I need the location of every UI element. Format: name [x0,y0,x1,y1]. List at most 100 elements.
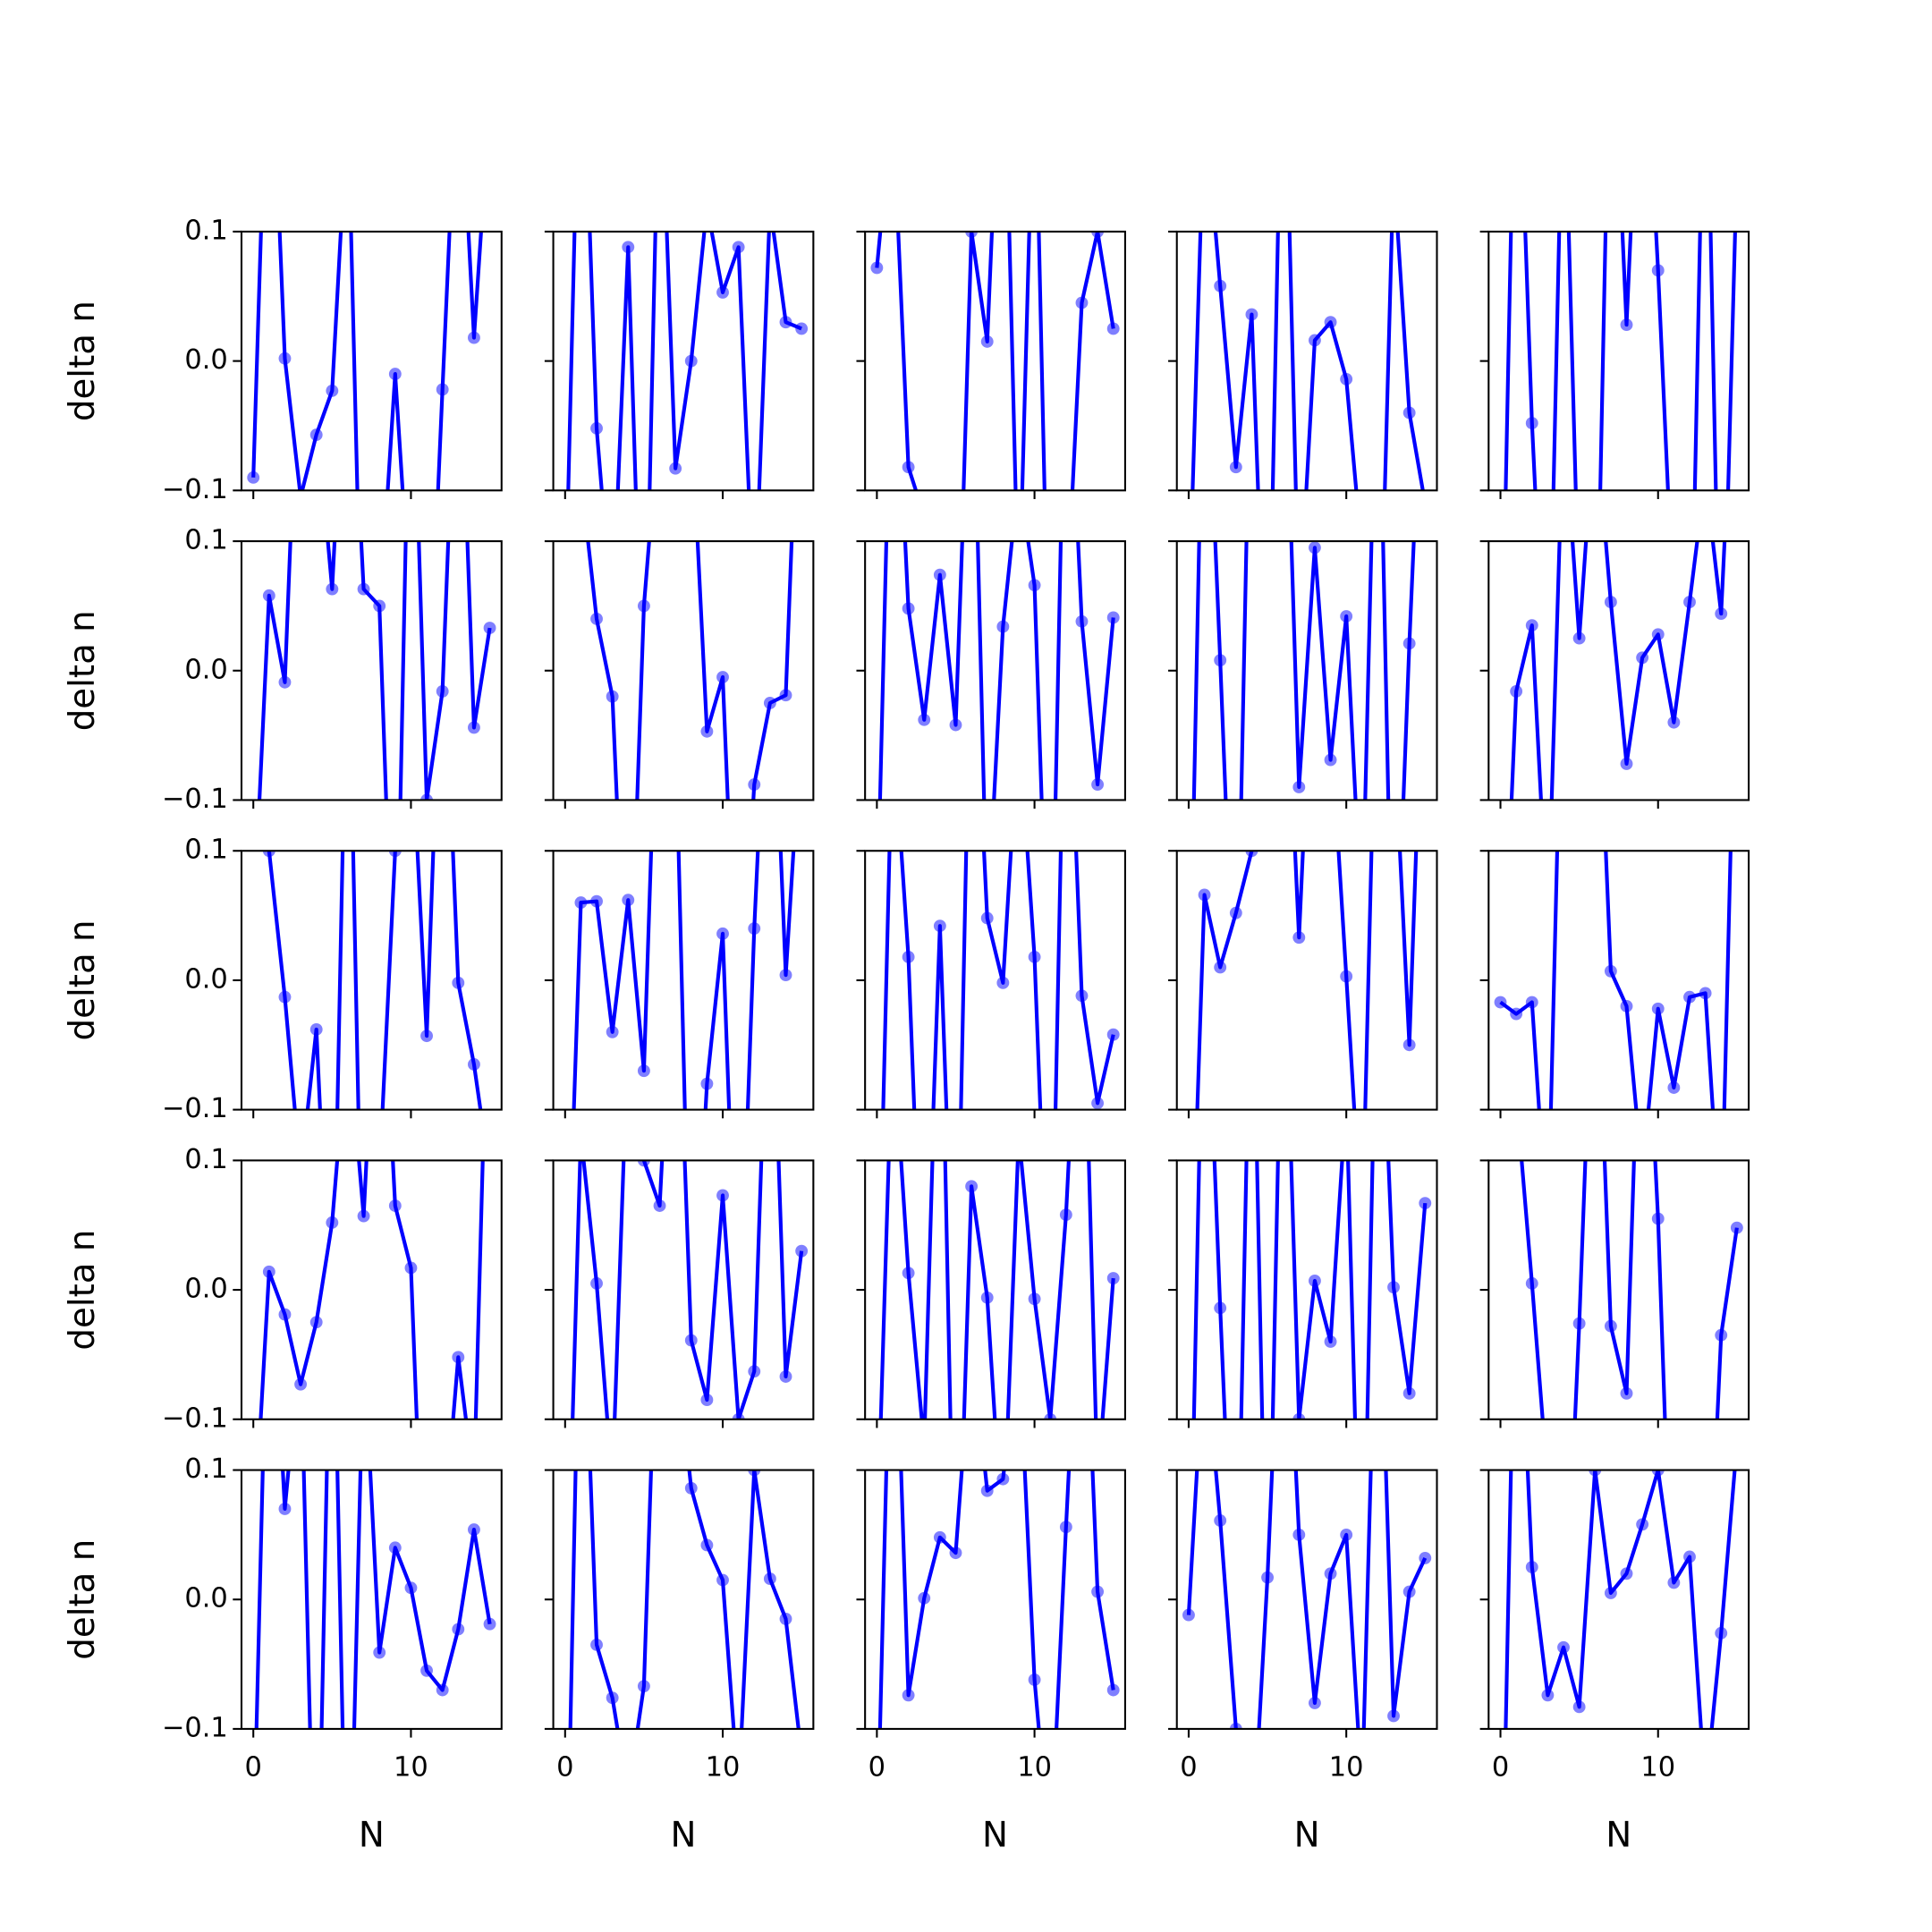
axes-frame [1175,850,1438,1111]
data-point [388,851,402,858]
data-point [1324,316,1337,329]
data-line [1504,1470,1737,1729]
data-point [468,1058,480,1071]
axes-frame [552,1469,815,1730]
data-point [404,1581,418,1595]
data-point [716,927,729,940]
data-point [1419,1197,1432,1210]
data-point [1604,964,1617,978]
data-point [468,721,480,734]
data-point [684,1334,698,1347]
data-point [278,990,292,1004]
subplot [856,850,1126,1119]
data-point [1525,1276,1538,1290]
data-point [1106,322,1120,335]
data-point [590,894,603,908]
data-line [1191,541,1416,801]
y-tick-label: −0.1 [162,474,228,505]
subplot: −0.1 0.0 0.1 delta n [63,1144,503,1434]
x-tick-label: 10 [394,1752,428,1784]
data-point [1715,607,1728,621]
axes-frame [1175,540,1438,801]
subplot [1168,850,1438,1119]
data-point [590,1638,603,1651]
data-point [918,713,931,726]
data-point [606,1025,619,1038]
data-line [877,1470,1115,1729]
data-point [1604,1587,1617,1599]
data-line [251,231,483,491]
data-line [566,231,802,491]
subplot [544,230,815,499]
data-point [420,793,433,801]
data-point [1214,279,1227,292]
subplot [544,850,815,1119]
data-point [262,589,275,602]
data-point [1245,308,1258,321]
data-point [748,1470,761,1477]
x-tick-label: 10 [1329,1752,1364,1784]
subplot: 0 10 N [1479,1469,1750,1855]
data-point [1309,334,1321,347]
subplot [544,1159,815,1428]
data-point [1182,1608,1195,1622]
data-point [949,718,962,732]
subplot [1168,540,1438,809]
data-line [1509,541,1727,801]
data-point [1387,1709,1400,1723]
data-point [996,620,1010,633]
y-tick-label: 0.0 [184,1583,227,1614]
y-axis-label: delta n [63,301,103,421]
data-point [980,1484,994,1497]
y-tick-label: −0.1 [162,1093,228,1124]
data-point [1541,1689,1555,1702]
data-point [779,689,792,702]
data-point [483,622,496,634]
data-point [795,322,809,335]
data-point [1620,1386,1633,1400]
data-point [1651,628,1665,641]
data-point [870,261,884,275]
data-point [980,911,994,925]
data-point [1075,296,1089,309]
data-point [357,582,370,596]
data-point [1292,1412,1306,1419]
data-line [1195,851,1419,1110]
axes-frame [552,230,815,492]
y-tick-label: 0.0 [184,1274,227,1305]
data-point [1589,1470,1602,1477]
x-tick-label: 0 [245,1752,262,1784]
data-point [262,851,275,858]
data-point [483,1617,496,1631]
data-point [1214,1514,1227,1527]
data-point [1340,372,1353,386]
data-point [1229,906,1242,919]
data-point [1091,231,1105,238]
data-point [404,1261,418,1275]
y-tick-label: 0.1 [184,215,227,246]
data-point [637,1680,650,1693]
y-tick-label: 0.0 [184,654,227,685]
data-point [388,1199,402,1212]
data-point [590,612,603,625]
axes-frame [864,1469,1126,1730]
data-point [763,1572,776,1586]
data-point [1229,1723,1242,1729]
subplot: 0 10 N [544,1469,815,1855]
data-point [1028,579,1041,592]
data-point [622,241,635,254]
data-point [1604,1319,1617,1333]
y-tick-label: 0.0 [184,963,227,995]
x-axis-label: N [1606,1815,1631,1855]
data-point [1059,1208,1072,1222]
data-point [1572,1700,1586,1714]
x-axis-label: N [1294,1815,1320,1855]
axes-frame [552,850,815,1111]
data-point [622,894,635,907]
axes-frame [1487,540,1750,801]
data-line [1191,1160,1428,1419]
data-point [1402,1386,1416,1400]
data-point [1028,1674,1041,1686]
x-axis-label: N [359,1815,385,1855]
